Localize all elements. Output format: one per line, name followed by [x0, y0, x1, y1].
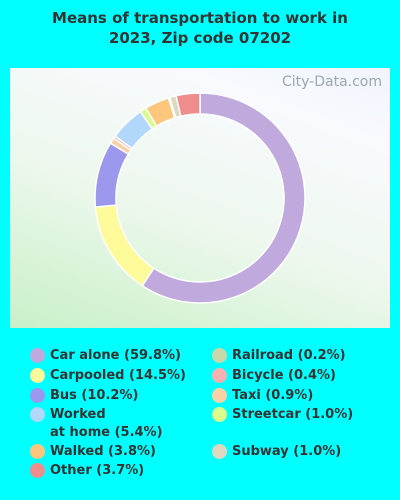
legend-label: Subway (1.0%)	[232, 444, 342, 459]
legend-label: Car alone (59.8%)	[50, 348, 181, 363]
legend-swatch	[212, 444, 227, 459]
legend-item: Walked (3.8%)	[30, 443, 156, 461]
legend-swatch	[212, 348, 227, 363]
legend-item: Carpooled (14.5%)	[30, 367, 186, 385]
legend-item: Taxi (0.9%)	[212, 387, 313, 405]
chart-title: Means of transportation to work in 2023,…	[52, 9, 348, 47]
donut-slice	[141, 92, 306, 304]
legend-swatch	[30, 407, 45, 422]
legend-label: Streetcar (1.0%)	[232, 407, 354, 422]
legend-swatch	[212, 407, 227, 422]
legend-item: Streetcar (1.0%)	[212, 406, 353, 424]
legend-label: Taxi (0.9%)	[232, 388, 314, 403]
legend-item: Other (3.7%)	[30, 462, 144, 480]
watermark: City-Data.com	[281, 74, 382, 90]
chart	[94, 92, 306, 304]
legend-label: Bicycle (0.4%)	[232, 368, 336, 383]
legend-swatch	[30, 348, 45, 363]
legend-item: Worked at home (5.4%)	[30, 406, 163, 442]
legend-label: Railroad (0.2%)	[232, 348, 346, 363]
donut-slice	[94, 142, 130, 208]
legend-item: Bus (10.2%)	[30, 387, 138, 405]
donut-slice	[175, 92, 201, 118]
legend-label: Worked at home (5.4%)	[50, 407, 163, 440]
legend-swatch	[30, 463, 45, 478]
legend-item: Car alone (59.8%)	[30, 347, 181, 365]
legend-label: Other (3.7%)	[50, 463, 145, 478]
legend-swatch	[30, 444, 45, 459]
legend-label: Walked (3.8%)	[50, 444, 156, 459]
legend-item: Subway (1.0%)	[212, 443, 341, 461]
legend-swatch	[30, 368, 45, 383]
legend-swatch	[212, 388, 227, 403]
legend-label: Carpooled (14.5%)	[50, 368, 186, 383]
legend-item: Railroad (0.2%)	[212, 347, 346, 365]
legend-swatch	[212, 368, 227, 383]
donut-slice	[94, 204, 155, 287]
legend-item: Bicycle (0.4%)	[212, 367, 336, 385]
legend-label: Bus (10.2%)	[50, 388, 139, 403]
legend-swatch	[30, 388, 45, 403]
